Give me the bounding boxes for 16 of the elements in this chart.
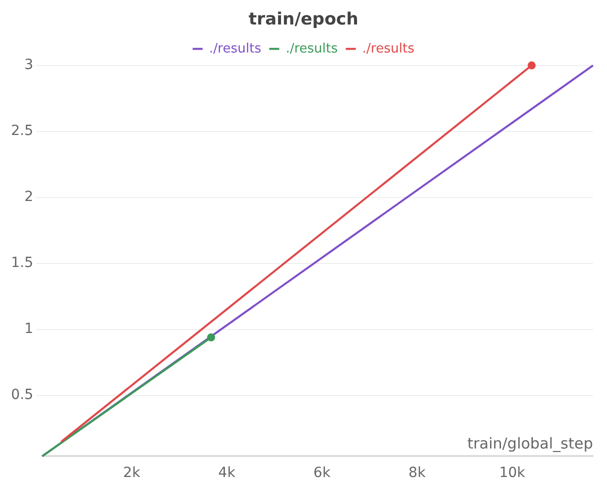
x-tick-label: 8k: [408, 465, 426, 482]
legend-label: ./results: [209, 41, 262, 56]
legend-label: ./results: [362, 41, 415, 56]
legend-label: ./results: [286, 41, 338, 56]
x-axis-title: train/global_step: [467, 434, 593, 453]
y-tick-label: 3: [24, 57, 34, 74]
y-tick-label: 2.5: [11, 123, 34, 140]
x-tick-label: 2k: [123, 465, 142, 482]
y-tick-label: 2: [24, 189, 34, 206]
y-tick-label: 0.5: [11, 387, 34, 404]
x-tick-label: 4k: [218, 465, 236, 482]
y-tick-label: 1.5: [11, 255, 34, 272]
y-tick-label: 1: [24, 321, 34, 338]
x-tick-label: 10k: [499, 465, 526, 482]
x-tick-label: 6k: [313, 465, 332, 482]
chart-title: train/epoch: [248, 10, 358, 30]
